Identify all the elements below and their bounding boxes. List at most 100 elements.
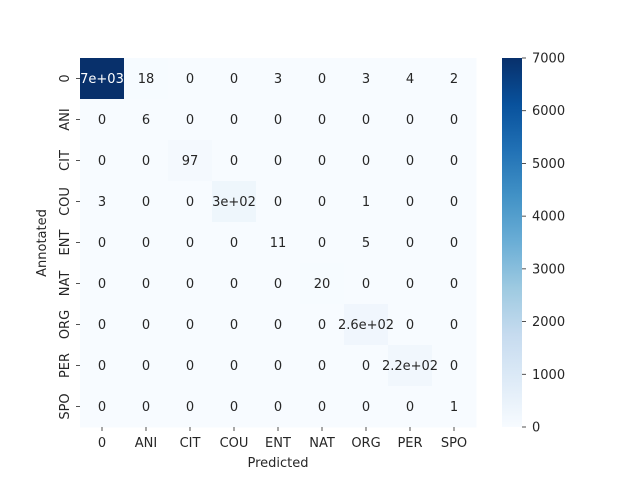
- heatmap-cell: [256, 58, 301, 100]
- cell-value-label: 0: [406, 236, 414, 251]
- x-tick-label: NAT: [309, 436, 335, 451]
- heatmap-cell: [124, 263, 169, 305]
- cell-value-label: 0: [142, 359, 150, 374]
- cell-value-label: 0: [406, 400, 414, 415]
- colorbar-tick-label: 4000: [532, 210, 565, 225]
- y-tick-label: CIT: [58, 150, 73, 171]
- cell-value-label: 0: [274, 195, 282, 210]
- heatmap-cell: [124, 181, 169, 223]
- cell-value-label: 0: [406, 318, 414, 333]
- cell-value-label: 0: [230, 318, 238, 333]
- cell-value-label: 0: [318, 113, 326, 128]
- heatmap-cell: [124, 304, 169, 346]
- cell-value-label: 0: [98, 277, 106, 292]
- cell-value-label: 0: [230, 154, 238, 169]
- colorbar-ticks: 0 1000 2000 3000 4000 5000 6000 7000: [522, 52, 565, 436]
- heatmap-cell: [388, 99, 433, 141]
- cell-value-label: 0: [98, 318, 106, 333]
- colorbar: [502, 58, 522, 427]
- heatmap-cell: [80, 140, 125, 182]
- heatmap-cell: [124, 386, 169, 428]
- cell-value-label: 0: [186, 195, 194, 210]
- heatmap-cell: [344, 99, 389, 141]
- cell-value-label: 0: [230, 113, 238, 128]
- cell-value-label: 0: [318, 72, 326, 87]
- cell-value-label: 0: [186, 359, 194, 374]
- heatmap-cell: [168, 222, 213, 264]
- colorbar-tick-label: 2000: [532, 315, 565, 330]
- cell-value-label: 0: [186, 318, 194, 333]
- cell-value-label: 0: [186, 400, 194, 415]
- cell-value-label: 0: [274, 318, 282, 333]
- cell-value-label: 20: [314, 277, 331, 292]
- cell-value-label: 0: [230, 72, 238, 87]
- cell-value-label: 0: [362, 359, 370, 374]
- heatmap-cell: [168, 345, 213, 387]
- cell-value-label: 1: [362, 195, 370, 210]
- cell-value-label: 0: [274, 277, 282, 292]
- colorbar-tick-label: 3000: [532, 262, 565, 277]
- heatmap-cell: [300, 263, 345, 305]
- cell-value-label: 0: [318, 318, 326, 333]
- y-tick-label: SPO: [58, 393, 73, 419]
- heatmap-cell: [256, 304, 301, 346]
- heatmap-cell: [212, 345, 257, 387]
- cell-value-label: 7e+03: [80, 72, 124, 87]
- heatmap-cell: [344, 222, 389, 264]
- heatmap-cell: [300, 58, 345, 100]
- cell-value-label: 0: [230, 359, 238, 374]
- heatmap-cell: [80, 345, 125, 387]
- heatmap-cell: [212, 304, 257, 346]
- heatmap-cell: [344, 386, 389, 428]
- heatmap-cell: [212, 263, 257, 305]
- heatmap-cell: [124, 58, 169, 100]
- cell-value-label: 0: [406, 113, 414, 128]
- heatmap-cell: [344, 140, 389, 182]
- heatmap-cell: [432, 304, 477, 346]
- y-tick-label: 0: [58, 74, 73, 82]
- cell-value-label: 0: [274, 400, 282, 415]
- heatmap-cell: [432, 58, 477, 100]
- heatmap-cell: [168, 99, 213, 141]
- cell-value-label: 0: [318, 236, 326, 251]
- cell-value-label: 2.2e+02: [382, 359, 438, 374]
- cell-value-label: 0: [362, 154, 370, 169]
- heatmap-cell: [344, 181, 389, 223]
- heatmap-cell: [388, 345, 433, 387]
- heatmap-cell: [344, 304, 389, 346]
- colorbar-tick-label: 0: [532, 421, 540, 436]
- cell-value-label: 97: [182, 154, 199, 169]
- y-axis-ticks: 0 ANI CIT COU ENT NAT ORG PER SPO: [58, 74, 80, 420]
- x-tick-label: SPO: [441, 436, 467, 451]
- y-tick-label: NAT: [58, 271, 73, 297]
- heatmap-cell: [256, 140, 301, 182]
- cell-value-label: 0: [318, 400, 326, 415]
- cell-value-label: 0: [142, 195, 150, 210]
- heatmap-cells: [80, 58, 477, 428]
- heatmap-cell: [80, 386, 125, 428]
- cell-value-label: 0: [406, 277, 414, 292]
- heatmap-cell: [432, 263, 477, 305]
- y-tick-label: ENT: [58, 230, 73, 256]
- y-tick-label: PER: [58, 353, 73, 378]
- heatmap-cell: [212, 181, 257, 223]
- x-tick-label: PER: [397, 436, 422, 451]
- cell-value-label: 0: [362, 400, 370, 415]
- heatmap-cell: [168, 386, 213, 428]
- cell-value-label: 0: [230, 236, 238, 251]
- cell-value-label: 4: [406, 72, 414, 87]
- colorbar-tick-label: 7000: [532, 52, 565, 67]
- heatmap-cell: [432, 140, 477, 182]
- cell-value-label: 0: [230, 277, 238, 292]
- heatmap-cell: [212, 222, 257, 264]
- cell-value-label: 2: [450, 72, 458, 87]
- cell-value-label: 0: [98, 154, 106, 169]
- y-tick-label: ORG: [58, 310, 73, 339]
- heatmap-cell: [256, 345, 301, 387]
- cell-value-label: 0: [142, 277, 150, 292]
- heatmap-cell: [300, 304, 345, 346]
- cell-value-label: 11: [270, 236, 287, 251]
- cell-value-label: 0: [142, 400, 150, 415]
- heatmap-cell: [212, 99, 257, 141]
